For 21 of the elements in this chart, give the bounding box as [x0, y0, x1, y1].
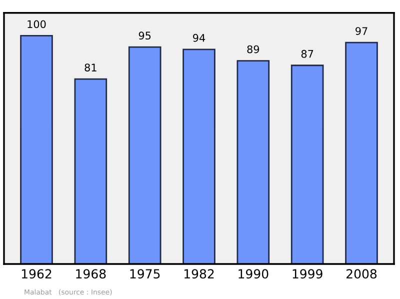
bar [236, 60, 270, 264]
bar [182, 48, 216, 264]
x-tick-label: 1990 [238, 269, 268, 279]
x-tick-label: 1975 [130, 269, 160, 279]
x-tick-label: 1962 [22, 269, 52, 279]
bar [290, 64, 324, 264]
data-label: 89 [247, 45, 260, 54]
x-tick-label: 2008 [346, 269, 377, 279]
x-tick-label: 1968 [76, 269, 106, 279]
data-label: 95 [138, 32, 151, 40]
x-tick-label: 1999 [292, 269, 322, 279]
x-tick-label: 1982 [184, 269, 214, 279]
data-label: 87 [301, 50, 314, 58]
bar [345, 42, 378, 264]
bar [74, 78, 108, 264]
data-label: 94 [193, 34, 206, 42]
data-label: 81 [84, 64, 96, 72]
bar [20, 34, 53, 264]
data-label: 100 [28, 20, 46, 28]
bar [128, 46, 162, 264]
data-label: 97 [356, 27, 368, 35]
